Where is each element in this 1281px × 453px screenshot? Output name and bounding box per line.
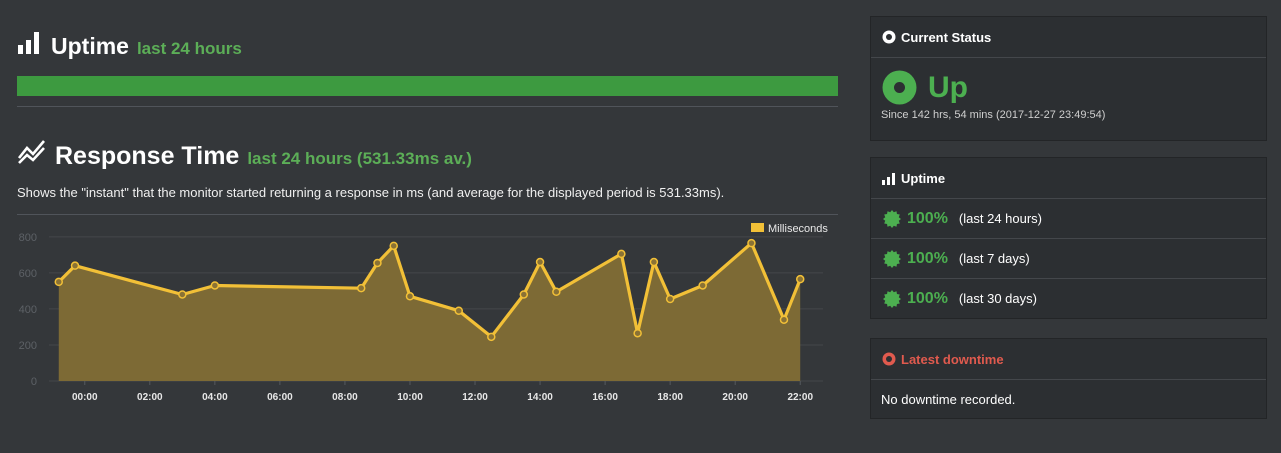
uptime-range: (last 7 days) [958, 251, 1030, 266]
data-point[interactable] [535, 257, 545, 267]
data-point[interactable] [356, 283, 366, 293]
data-point[interactable] [454, 306, 464, 315]
data-point[interactable] [373, 258, 382, 268]
dot-circle-icon [882, 352, 896, 366]
data-point[interactable] [178, 290, 187, 299]
x-tick-label: 12:00 [462, 392, 488, 403]
uptime-period: last 24 hours [136, 39, 242, 58]
x-tick-label: 22:00 [787, 392, 813, 403]
current-status-header: Current Status [871, 17, 1266, 58]
x-tick-label: 18:00 [657, 392, 683, 403]
data-point[interactable] [665, 294, 675, 304]
latest-downtime-title: Latest downtime [901, 351, 1004, 367]
x-tick-label: 16:00 [592, 392, 618, 403]
data-point[interactable] [617, 249, 626, 259]
data-point[interactable] [210, 281, 220, 290]
x-tick-label: 20:00 [722, 392, 748, 403]
legend-label: Milliseconds [768, 223, 828, 235]
y-tick-label: 600 [19, 268, 37, 280]
current-status-title: Current Status [901, 29, 992, 45]
line-chart-icon [17, 140, 45, 164]
x-tick-label: 14:00 [527, 392, 553, 403]
x-tick-label: 00:00 [72, 392, 98, 403]
data-point[interactable] [698, 281, 707, 290]
data-point[interactable] [70, 261, 80, 270]
uptime-bar[interactable] [17, 76, 838, 96]
data-point[interactable] [552, 287, 561, 297]
certificate-icon [883, 209, 901, 228]
bar-chart-icon [882, 172, 895, 185]
y-tick-label: 0 [31, 376, 37, 388]
y-tick-label: 800 [19, 232, 37, 244]
data-point[interactable] [389, 241, 398, 251]
response-heading: Response Time last 24 hours (531.33ms av… [17, 138, 472, 171]
y-tick-label: 200 [19, 340, 37, 352]
uptime-row: 100% (last 7 days) [871, 239, 1266, 279]
data-point[interactable] [519, 290, 529, 299]
uptime-panel-header: Uptime [871, 158, 1266, 199]
status-value: Up [928, 70, 968, 104]
latest-downtime-header: Latest downtime [871, 339, 1266, 380]
data-point[interactable] [54, 277, 64, 287]
uptime-heading: Uptime last 24 hours [17, 30, 242, 60]
data-point[interactable] [487, 332, 496, 342]
uptime-percent: 100% [907, 289, 948, 307]
uptime-percent: 100% [907, 209, 948, 227]
x-tick-label: 08:00 [332, 392, 358, 403]
series-area [58, 243, 801, 381]
data-point[interactable] [649, 257, 659, 267]
certificate-icon [883, 249, 901, 268]
response-description: Shows the "instant" that the monitor sta… [17, 185, 725, 200]
status-dot-circle-icon [882, 70, 917, 105]
response-title: Response Time [55, 142, 240, 170]
uptime-row: 100% (last 30 days) [871, 279, 1266, 318]
x-tick-label: 10:00 [397, 392, 423, 403]
uptime-panel: Uptime 100% (last 24 hours) 100% (last 7 da… [870, 157, 1267, 319]
divider [17, 106, 838, 107]
response-period: last 24 hours (531.33ms av.) [247, 149, 472, 168]
uptime-range: (last 24 hours) [958, 211, 1043, 226]
uptime-title: Uptime [51, 33, 129, 59]
data-point[interactable] [405, 292, 415, 301]
current-status-panel: Current Status Up Since 142 hrs, 54 mins… [870, 16, 1267, 141]
certificate-icon [883, 289, 901, 308]
uptime-percent: 100% [907, 249, 948, 267]
data-point[interactable] [779, 315, 789, 324]
status-indicator: Up [871, 58, 1266, 105]
data-point[interactable] [747, 238, 756, 248]
legend-swatch [751, 223, 764, 232]
x-tick-label: 04:00 [202, 392, 228, 403]
response-time-chart: 0 200 400 600 800 00:00 02:00 04:00 06:00 08:00 10… [19, 223, 828, 403]
chart-legend: Milliseconds [751, 223, 828, 235]
data-point[interactable] [633, 328, 642, 338]
divider [17, 214, 838, 215]
status-since: Since 142 hrs, 54 mins (2017-12-27 23:49… [881, 109, 1106, 121]
dot-circle-icon [882, 30, 896, 44]
uptime-row: 100% (last 24 hours) [871, 199, 1266, 239]
latest-downtime-panel: Latest downtime No downtime recorded. [870, 338, 1267, 419]
uptime-range: (last 30 days) [958, 291, 1037, 306]
y-tick-label: 400 [19, 304, 37, 316]
uptime-rows: 100% (last 24 hours) 100% (last 7 days) 100%… [871, 199, 1266, 318]
data-point[interactable] [795, 274, 805, 284]
x-tick-label: 06:00 [267, 392, 293, 403]
uptime-panel-title: Uptime [901, 170, 946, 186]
bar-chart-icon [18, 32, 39, 54]
x-tick-label: 02:00 [137, 392, 163, 403]
downtime-message: No downtime recorded. [881, 392, 1016, 407]
